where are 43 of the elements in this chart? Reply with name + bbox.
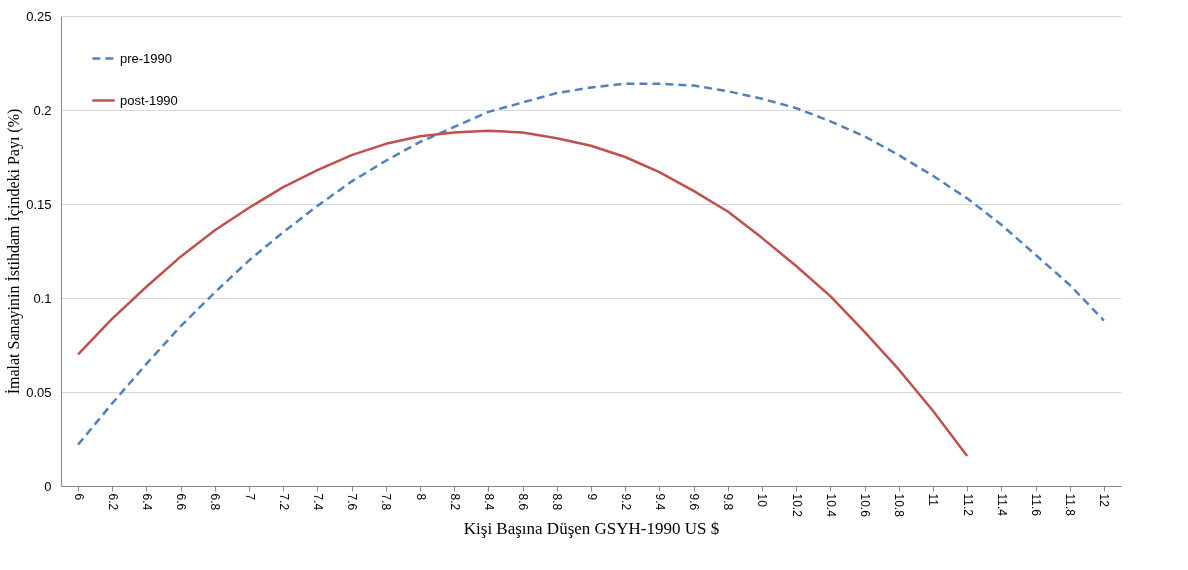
x-tick-label: 10.4	[823, 493, 838, 518]
x-tick-label: 10.2	[789, 493, 804, 518]
y-tick-label: 0.15	[26, 196, 52, 212]
x-tick-label: 9.2	[618, 493, 633, 511]
x-tick-label: 8.2	[447, 493, 462, 511]
x-tick-label: 11	[926, 493, 941, 507]
line-series	[76, 129, 969, 458]
x-tick-label: 7.8	[379, 493, 394, 511]
x-tick-label: 7	[242, 493, 257, 501]
x-tick-label: 10.8	[892, 493, 907, 518]
x-tick-label: 6.8	[208, 493, 223, 511]
x-tick-label: 8.8	[550, 493, 565, 511]
x-tick-label: 9.4	[652, 493, 667, 511]
y-tick-label: 0.25	[26, 8, 52, 24]
x-tick-label: 11.8	[1063, 493, 1078, 517]
x-tick-label: 11.6	[1029, 493, 1044, 517]
x-tick-label: 6.4	[139, 493, 154, 511]
legend-label: pre-1990	[120, 50, 173, 66]
x-tick-label: 8.4	[481, 493, 496, 511]
x-tick-label: 8	[413, 493, 428, 501]
x-tick-label: 7.4	[310, 493, 325, 511]
x-tick-label: 8.6	[516, 493, 531, 511]
x-tick-label: 9	[584, 493, 599, 501]
y-axis-title: İmalat Sanayinin İstihdam İçindeki Payı (%)	[5, 108, 24, 395]
y-tick-label: 0.2	[33, 102, 52, 118]
x-tick-label: 9.8	[721, 493, 736, 511]
x-tick-label: 9.6	[687, 493, 702, 511]
y-tick-label: 0.1	[33, 290, 52, 306]
x-tick-label: 6	[71, 493, 86, 501]
x-tick-label: 12	[1097, 493, 1112, 508]
x-tick-label: 10	[755, 493, 770, 508]
legend-label: post-1990	[120, 92, 178, 108]
x-tick-label: 6.6	[174, 493, 189, 511]
y-tick-label: 0.05	[26, 384, 52, 400]
x-tick-label: 7.6	[345, 493, 360, 511]
x-tick-label: 6.2	[105, 493, 120, 511]
x-tick-label: 7.2	[276, 493, 291, 511]
line-series	[76, 82, 1106, 446]
x-tick-label: 11.4	[994, 493, 1009, 517]
x-axis-title: Kişi Başına Düşen GSYH-1990 US $	[463, 518, 720, 538]
x-tick-label: 11.2	[960, 493, 975, 517]
y-tick-label: 0	[44, 478, 52, 494]
x-tick-label: 10.6	[858, 493, 873, 518]
